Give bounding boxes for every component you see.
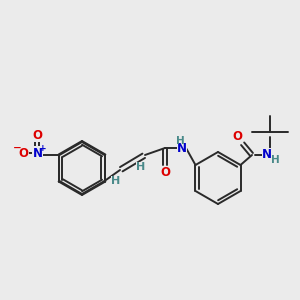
Text: H: H [176, 136, 184, 146]
Text: O: O [160, 167, 170, 179]
Text: O: O [232, 130, 242, 143]
Text: +: + [39, 143, 47, 152]
Text: H: H [111, 176, 121, 186]
Text: H: H [136, 162, 146, 172]
Text: N: N [262, 148, 272, 161]
Text: H: H [271, 155, 279, 165]
Text: −: − [13, 143, 22, 153]
Text: O: O [19, 146, 28, 160]
Text: N: N [32, 146, 43, 160]
Text: O: O [32, 128, 43, 142]
Text: N: N [177, 142, 187, 154]
